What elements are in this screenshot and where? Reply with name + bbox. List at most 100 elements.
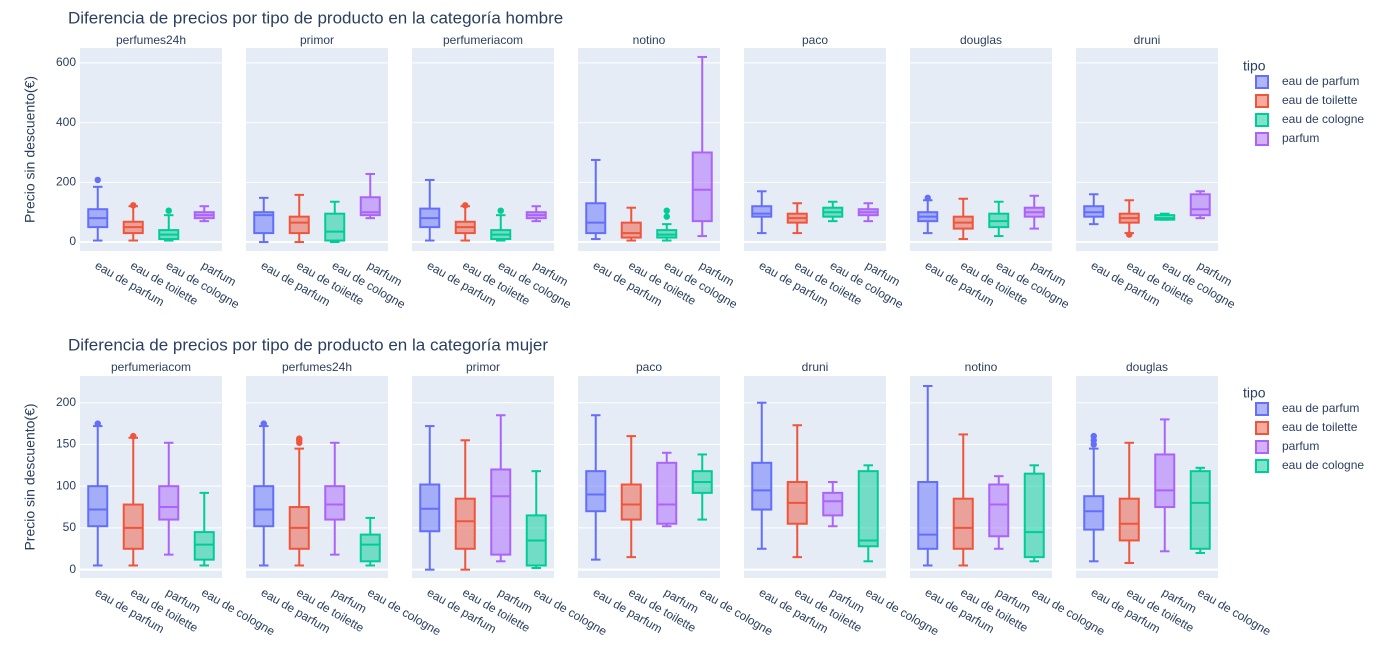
box-eau-de-cologne bbox=[857, 464, 879, 563]
y-tick-label: 400 bbox=[56, 115, 76, 129]
box-eau-de-parfum bbox=[751, 401, 773, 550]
facet-title: druni bbox=[802, 360, 829, 374]
box-parfum bbox=[490, 414, 512, 563]
box-eau-de-toilette bbox=[1118, 199, 1140, 238]
legend-label: parfum bbox=[1282, 131, 1319, 145]
box-eau-de-toilette bbox=[288, 193, 310, 244]
box-iqr bbox=[917, 481, 939, 550]
box-eau-de-cologne bbox=[1154, 212, 1176, 221]
legend-label: parfum bbox=[1282, 439, 1319, 453]
legend-swatch bbox=[1255, 94, 1269, 108]
legend-swatch bbox=[1255, 459, 1269, 473]
box-eau-de-cologne bbox=[656, 207, 678, 242]
legend-swatch bbox=[1255, 113, 1269, 127]
outlier-point bbox=[94, 420, 101, 427]
box-eau-de-cologne bbox=[193, 491, 215, 567]
legend-title: tipo bbox=[1243, 58, 1266, 74]
box-eau-de-toilette bbox=[952, 197, 974, 241]
legend-item-eau-de-toilette: eau de toilette bbox=[1255, 93, 1358, 108]
legend-label: eau de cologne bbox=[1282, 112, 1364, 126]
box-eau-de-toilette bbox=[454, 439, 476, 571]
box-parfum bbox=[857, 202, 879, 223]
box-eau-de-cologne bbox=[988, 200, 1010, 238]
box-iqr bbox=[359, 533, 381, 563]
box-iqr bbox=[1083, 495, 1105, 531]
y-tick-label: 50 bbox=[63, 520, 77, 534]
box-eau-de-toilette bbox=[620, 435, 642, 559]
y-tick-label: 150 bbox=[56, 437, 76, 451]
legend-item-eau-de-parfum: eau de parfum bbox=[1255, 74, 1359, 89]
legend-swatch bbox=[1255, 402, 1269, 416]
box-eau-de-parfum bbox=[419, 178, 441, 242]
box-iqr bbox=[751, 461, 773, 511]
outlier-point bbox=[130, 432, 137, 440]
box-eau-de-toilette bbox=[122, 202, 144, 242]
box-parfum bbox=[525, 205, 547, 223]
legend-item-eau-de-toilette: eau de toilette bbox=[1255, 420, 1358, 435]
outlier-point bbox=[924, 194, 931, 202]
box-parfum bbox=[158, 441, 180, 556]
box-iqr bbox=[585, 202, 607, 235]
outlier-point bbox=[1090, 432, 1097, 440]
box-eau-de-cologne bbox=[1189, 466, 1211, 554]
facet-title: notino bbox=[633, 33, 666, 47]
legend-item-eau-de-parfum: eau de parfum bbox=[1255, 401, 1359, 416]
box-eau-de-toilette bbox=[122, 432, 144, 567]
legend-label: eau de parfum bbox=[1282, 401, 1359, 415]
facet-title: paco bbox=[802, 33, 828, 47]
box-iqr bbox=[1023, 472, 1045, 559]
box-parfum bbox=[1023, 194, 1045, 230]
box-eau-de-cologne bbox=[490, 207, 512, 242]
box-eau-de-toilette bbox=[454, 202, 476, 242]
legend-label: eau de parfum bbox=[1282, 74, 1359, 88]
box-eau-de-cologne bbox=[359, 516, 381, 567]
facet-title: perfumeriacom bbox=[443, 33, 523, 47]
outlier-point bbox=[165, 207, 172, 214]
box-parfum bbox=[988, 475, 1010, 550]
box-iqr bbox=[454, 497, 476, 550]
facet-title: perfumes24h bbox=[282, 360, 352, 374]
box-iqr bbox=[324, 485, 346, 521]
outlier-point bbox=[260, 420, 267, 427]
box-iqr bbox=[620, 483, 642, 521]
legend-item-eau-de-cologne: eau de cologne bbox=[1255, 112, 1364, 127]
facet-title: notino bbox=[965, 360, 998, 374]
outlier-point bbox=[130, 202, 137, 209]
box-eau-de-parfum bbox=[419, 425, 441, 571]
box-parfum bbox=[1154, 418, 1176, 553]
box-eau-de-cologne bbox=[525, 470, 547, 569]
box-eau-de-toilette bbox=[620, 206, 642, 242]
box-parfum bbox=[656, 451, 678, 528]
box-iqr bbox=[1118, 497, 1140, 542]
y-tick-label: 200 bbox=[56, 395, 76, 409]
outlier-point bbox=[296, 435, 303, 442]
box-iqr bbox=[952, 497, 974, 550]
y-tick-label: 0 bbox=[69, 234, 76, 248]
box-parfum bbox=[324, 441, 346, 556]
y-axis-title: Precio sin descuento(€) bbox=[22, 76, 38, 223]
outlier-point bbox=[663, 207, 670, 214]
box-iqr bbox=[253, 211, 275, 235]
y-tick-label: 0 bbox=[69, 562, 76, 576]
legend: tipo eau de parfum eau de toilette eau de c… bbox=[1243, 58, 1364, 146]
box-iqr bbox=[288, 215, 310, 235]
box-eau-de-toilette bbox=[786, 424, 808, 559]
box-eau-de-cologne bbox=[691, 453, 713, 521]
box-eau-de-toilette bbox=[288, 435, 310, 567]
legend-swatch bbox=[1255, 421, 1269, 435]
box-iqr bbox=[857, 470, 879, 548]
outlier-point bbox=[1126, 231, 1133, 238]
facet-title: paco bbox=[636, 360, 662, 374]
legend-item-eau-de-cologne: eau de cologne bbox=[1255, 458, 1364, 473]
box-parfum bbox=[1189, 190, 1211, 220]
box-iqr bbox=[620, 221, 642, 239]
box-eau-de-cologne bbox=[822, 200, 844, 223]
